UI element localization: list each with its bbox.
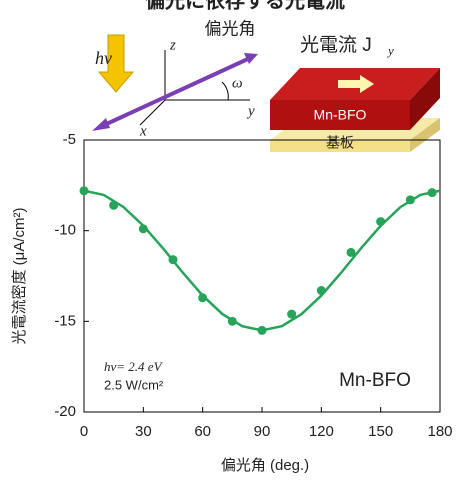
annotation: ω [232, 75, 243, 91]
x-tick-label: 180 [427, 423, 452, 440]
x-tick-label: 0 [80, 423, 88, 440]
data-point [80, 186, 89, 195]
x-tick-label: 90 [254, 423, 271, 440]
annotation: y [246, 103, 255, 119]
annotation: Mn-BFO [314, 107, 367, 123]
data-point [287, 310, 296, 319]
x-tick-label: 60 [194, 423, 211, 440]
y-axis-label: 光電流密度 (μA/cm²) [11, 208, 28, 345]
data-point [347, 248, 356, 257]
annotation: 偏光角 [205, 19, 256, 38]
x-tick-label: 150 [368, 423, 393, 440]
arrow-head [92, 118, 110, 131]
x-tick-label: 120 [309, 423, 334, 440]
y-tick-label: -15 [54, 312, 76, 329]
annotation: y [386, 43, 394, 58]
data-point [169, 255, 178, 264]
y-tick-label: -5 [63, 131, 76, 148]
annotation: 2.5 W/cm² [104, 377, 164, 392]
fit-line [84, 191, 440, 331]
data-point [139, 224, 148, 233]
annotation: Mn-BFO [339, 370, 411, 391]
data-point [198, 293, 207, 302]
data-point [258, 326, 267, 335]
annotation: hν= 2.4 eV [104, 359, 164, 374]
y-tick-label: -10 [54, 222, 76, 239]
chart-title: 偏光に依存する光電流 [145, 0, 345, 12]
data-point [228, 317, 237, 326]
data-point [376, 217, 385, 226]
annotation: 基板 [326, 135, 354, 151]
annotation: hν [95, 48, 112, 68]
data-point [428, 188, 437, 197]
annotation: z [169, 37, 176, 53]
annotation: 光電流 J [300, 34, 372, 56]
data-point [317, 286, 326, 295]
annotation: x [139, 123, 147, 139]
data-point [109, 201, 118, 210]
x-axis-label: 偏光角 (deg.) [221, 457, 309, 474]
chart: 偏光に依存する光電流 偏光角 (deg.) 光電流密度 (μA/cm²) hν=… [0, 0, 457, 481]
page: 偏光に依存する光電流 偏光角 (deg.) 光電流密度 (μA/cm²) hν=… [0, 0, 457, 481]
angle-arc [222, 82, 228, 100]
y-tick-label: -20 [54, 403, 76, 420]
data-point [406, 195, 415, 204]
x-tick-label: 30 [135, 423, 152, 440]
